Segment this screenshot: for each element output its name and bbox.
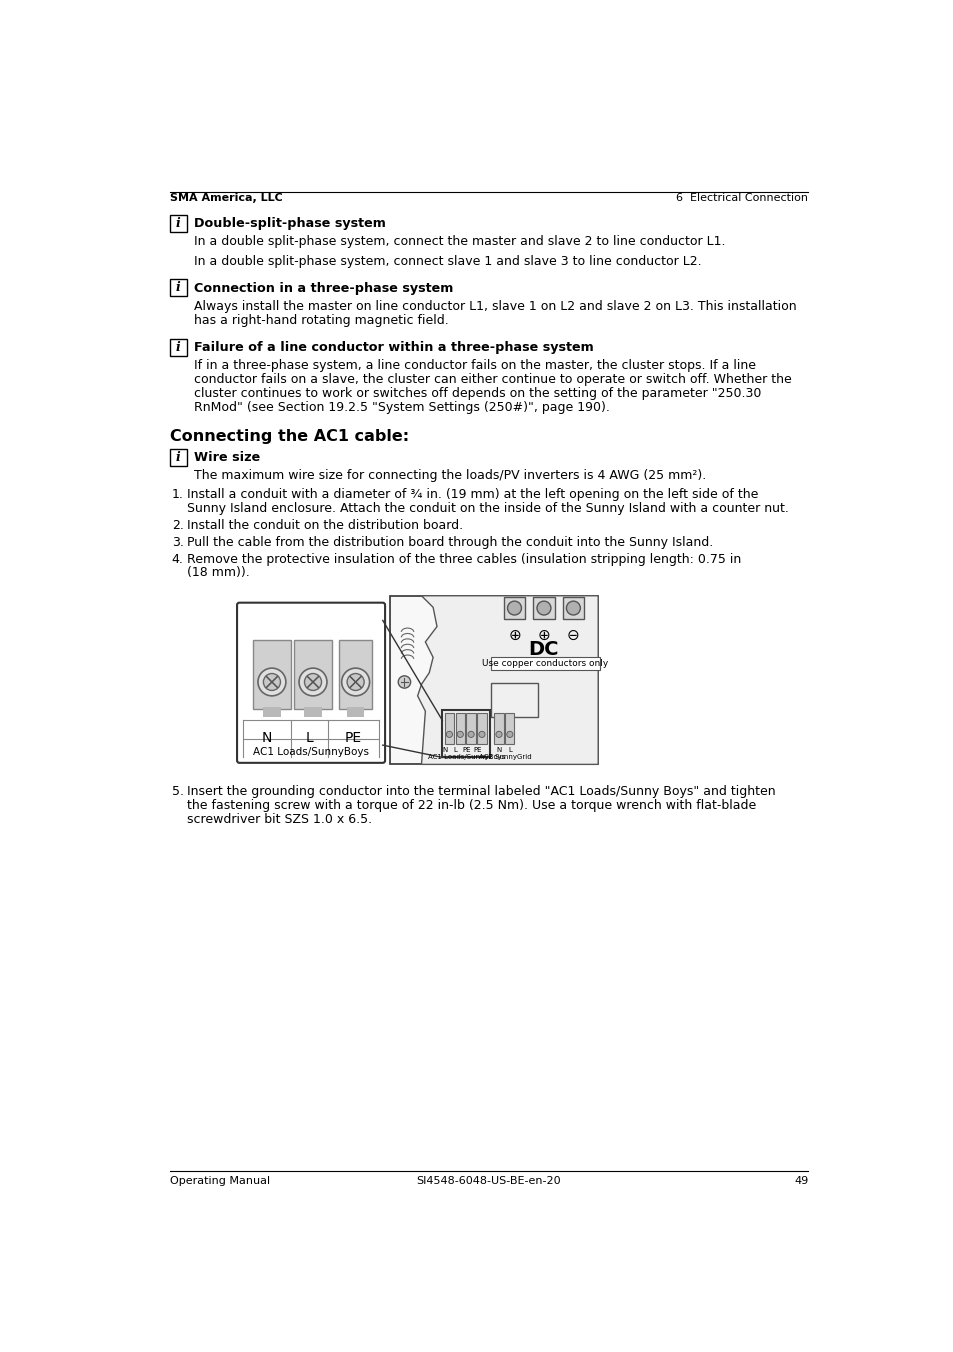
Text: ⊕: ⊕ bbox=[537, 629, 550, 644]
Circle shape bbox=[566, 602, 579, 615]
Text: i: i bbox=[175, 341, 180, 353]
Text: DC: DC bbox=[528, 641, 558, 660]
Text: AC1 Loads/SunnyBoys: AC1 Loads/SunnyBoys bbox=[253, 748, 369, 757]
Text: Use copper conductors only: Use copper conductors only bbox=[482, 658, 608, 668]
Circle shape bbox=[298, 668, 327, 696]
Text: i: i bbox=[175, 281, 180, 295]
Bar bbox=[562, 598, 583, 619]
Text: AC1 Loads/SunnyBoys: AC1 Loads/SunnyBoys bbox=[427, 754, 505, 760]
Text: Sunny Island enclosure. Attach the conduit on the inside of the Sunny Island wit: Sunny Island enclosure. Attach the condu… bbox=[187, 502, 788, 515]
Text: i: i bbox=[175, 216, 180, 230]
Circle shape bbox=[347, 673, 364, 691]
Text: Failure of a line conductor within a three-phase system: Failure of a line conductor within a thr… bbox=[194, 341, 594, 354]
Bar bbox=[235, 589, 603, 768]
Bar bbox=[505, 713, 514, 744]
Bar bbox=[347, 707, 363, 717]
Text: the fastening screw with a torque of 22 in-lb (2.5 Nm). Use a torque wrench with: the fastening screw with a torque of 22 … bbox=[187, 799, 755, 813]
Circle shape bbox=[446, 731, 452, 737]
Text: SI4548-6048-US-BE-en-20: SI4548-6048-US-BE-en-20 bbox=[416, 1175, 560, 1186]
Bar bbox=[390, 596, 598, 764]
Text: PE: PE bbox=[461, 748, 470, 753]
Text: The maximum wire size for connecting the loads/PV inverters is 4 AWG (25 mm²).: The maximum wire size for connecting the… bbox=[194, 469, 706, 483]
Text: ⊕: ⊕ bbox=[508, 629, 520, 644]
Bar bbox=[262, 707, 281, 717]
Text: AC2 SunnyGrid: AC2 SunnyGrid bbox=[478, 754, 531, 760]
Text: Pull the cable from the distribution board through the conduit into the Sunny Is: Pull the cable from the distribution boa… bbox=[187, 535, 712, 549]
Circle shape bbox=[468, 731, 474, 737]
Text: RnMod" (see Section 19.2.5 "System Settings (250#)", page 190).: RnMod" (see Section 19.2.5 "System Setti… bbox=[194, 402, 610, 414]
Text: 2.: 2. bbox=[172, 519, 183, 531]
Circle shape bbox=[257, 668, 286, 696]
Circle shape bbox=[496, 731, 501, 737]
FancyBboxPatch shape bbox=[236, 603, 385, 763]
Text: In a double split-phase system, connect the master and slave 2 to line conductor: In a double split-phase system, connect … bbox=[194, 235, 725, 249]
Text: PE: PE bbox=[345, 731, 362, 745]
Text: Operating Manual: Operating Manual bbox=[170, 1175, 270, 1186]
Bar bbox=[253, 639, 291, 708]
Circle shape bbox=[478, 731, 484, 737]
Bar bbox=[456, 713, 464, 744]
Circle shape bbox=[263, 673, 280, 691]
Text: (18 mm)).: (18 mm)). bbox=[187, 566, 249, 580]
Text: In a double split-phase system, connect slave 1 and slave 3 to line conductor L2: In a double split-phase system, connect … bbox=[194, 254, 701, 268]
Circle shape bbox=[537, 602, 550, 615]
Bar bbox=[494, 713, 503, 744]
Bar bbox=[294, 639, 332, 708]
Text: SMA America, LLC: SMA America, LLC bbox=[170, 193, 282, 203]
Bar bbox=[444, 713, 454, 744]
Circle shape bbox=[304, 673, 321, 691]
Text: 5.: 5. bbox=[172, 786, 183, 798]
Text: Always install the master on line conductor L1, slave 1 on L2 and slave 2 on L3.: Always install the master on line conduc… bbox=[194, 300, 796, 314]
Text: 3.: 3. bbox=[172, 535, 183, 549]
Text: Wire size: Wire size bbox=[194, 452, 260, 464]
Text: Connecting the AC1 cable:: Connecting the AC1 cable: bbox=[170, 429, 408, 443]
Text: L: L bbox=[507, 748, 511, 753]
Circle shape bbox=[506, 731, 513, 737]
Bar bbox=[303, 707, 322, 717]
Text: 1.: 1. bbox=[172, 488, 183, 502]
Text: Install a conduit with a diameter of ¾ in. (19 mm) at the left opening on the le: Install a conduit with a diameter of ¾ i… bbox=[187, 488, 758, 502]
Text: screwdriver bit SZS 1.0 x 6.5.: screwdriver bit SZS 1.0 x 6.5. bbox=[187, 813, 372, 826]
Bar bbox=[476, 713, 486, 744]
Text: Remove the protective insulation of the three cables (insulation stripping lengt: Remove the protective insulation of the … bbox=[187, 553, 740, 565]
Bar bbox=[339, 639, 372, 708]
Text: Double-split-phase system: Double-split-phase system bbox=[194, 216, 386, 230]
Bar bbox=[170, 449, 187, 465]
Text: L: L bbox=[454, 748, 457, 753]
Bar bbox=[243, 718, 378, 757]
Bar bbox=[491, 657, 599, 669]
Bar bbox=[170, 215, 187, 231]
Text: N: N bbox=[441, 748, 447, 753]
Text: Install the conduit on the distribution board.: Install the conduit on the distribution … bbox=[187, 519, 462, 531]
Text: N: N bbox=[262, 731, 273, 745]
Circle shape bbox=[397, 676, 410, 688]
Circle shape bbox=[341, 668, 369, 696]
Text: i: i bbox=[175, 450, 180, 464]
Text: cluster continues to work or switches off depends on the setting of the paramete: cluster continues to work or switches of… bbox=[194, 387, 761, 400]
Text: has a right-hand rotating magnetic field.: has a right-hand rotating magnetic field… bbox=[194, 314, 449, 327]
PathPatch shape bbox=[417, 596, 598, 764]
Bar bbox=[170, 280, 187, 296]
Circle shape bbox=[507, 602, 521, 615]
Text: L: L bbox=[306, 731, 314, 745]
Circle shape bbox=[456, 731, 463, 737]
Text: 4.: 4. bbox=[172, 553, 183, 565]
Text: Insert the grounding conductor into the terminal labeled "AC1 Loads/Sunny Boys" : Insert the grounding conductor into the … bbox=[187, 786, 775, 798]
Bar bbox=[533, 598, 555, 619]
Text: ⊖: ⊖ bbox=[566, 629, 579, 644]
Bar bbox=[491, 683, 537, 718]
Text: If in a three-phase system, a line conductor fails on the master, the cluster st: If in a three-phase system, a line condu… bbox=[194, 360, 756, 372]
Bar bbox=[170, 338, 187, 356]
Text: 49: 49 bbox=[793, 1175, 807, 1186]
Text: Connection in a three-phase system: Connection in a three-phase system bbox=[194, 281, 454, 295]
Text: N: N bbox=[496, 748, 501, 753]
Bar bbox=[503, 598, 525, 619]
Text: PE: PE bbox=[473, 748, 481, 753]
Bar bbox=[466, 713, 476, 744]
Text: 6  Electrical Connection: 6 Electrical Connection bbox=[676, 193, 807, 203]
Text: conductor fails on a slave, the cluster can either continue to operate or switch: conductor fails on a slave, the cluster … bbox=[194, 373, 791, 387]
